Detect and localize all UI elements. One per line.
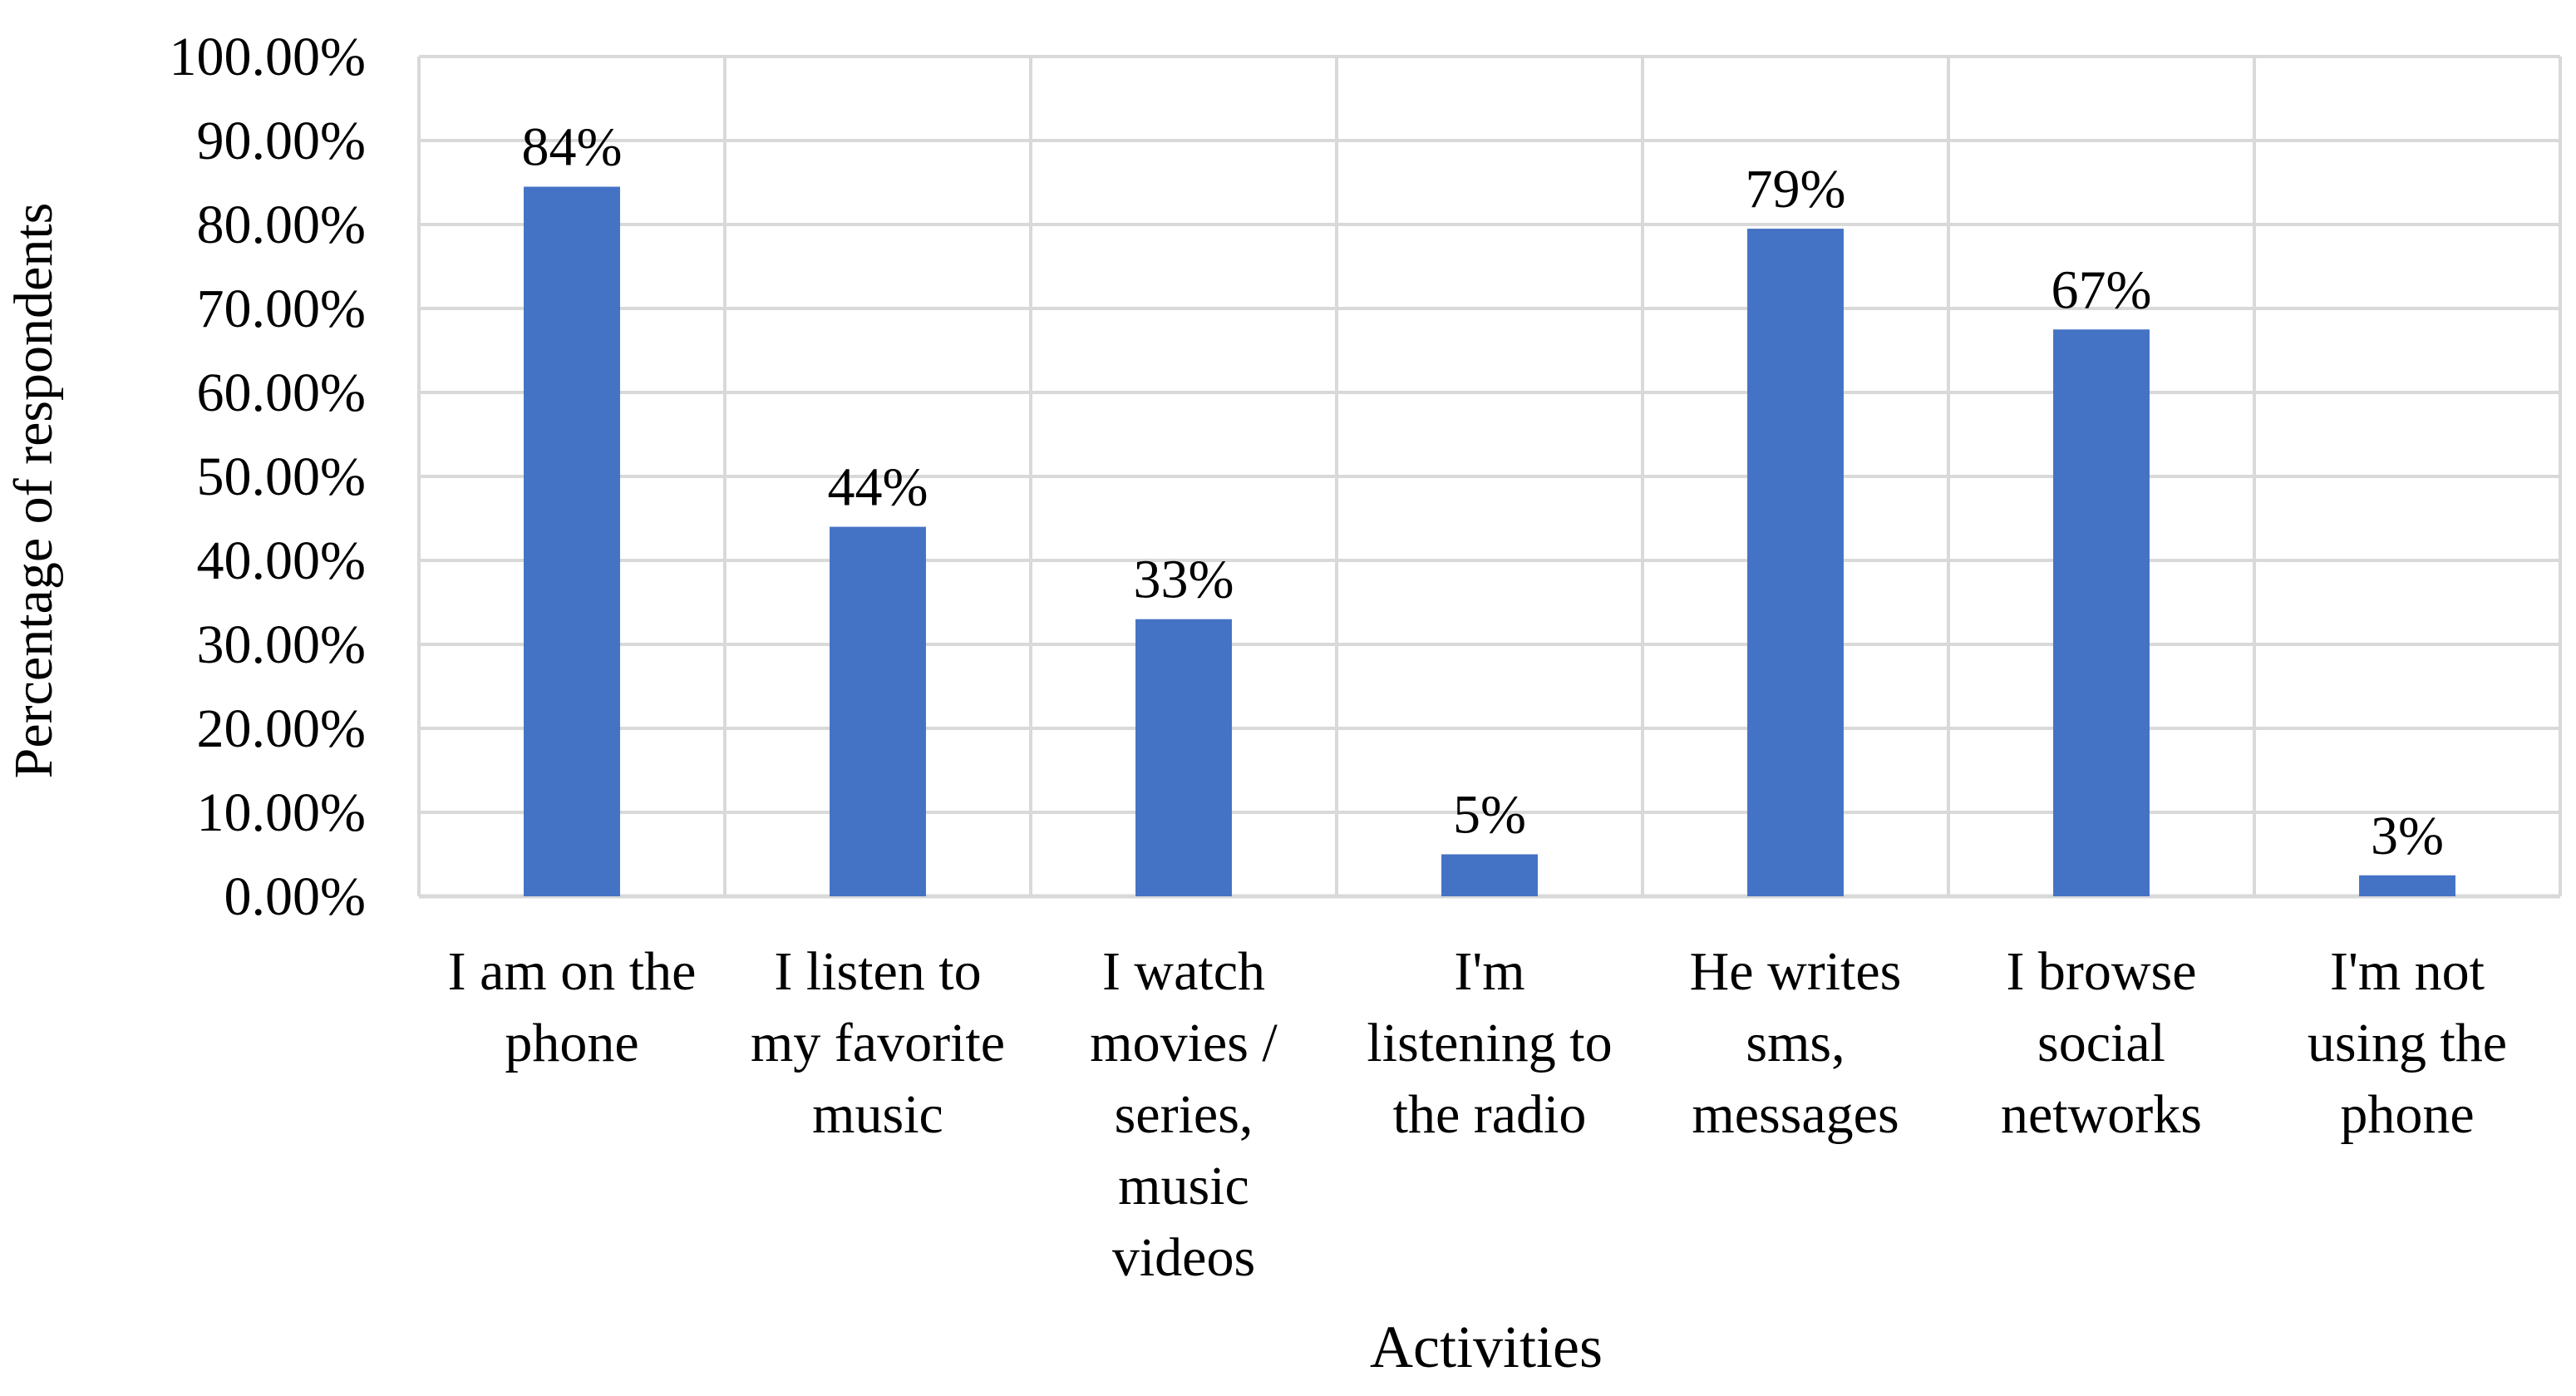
x-tick-label: music bbox=[812, 1084, 943, 1145]
x-tick-label: I'm bbox=[1454, 941, 1524, 1002]
x-tick-label: networks bbox=[2001, 1084, 2202, 1145]
y-axis-title: Percentage of respondents bbox=[3, 203, 64, 779]
x-tick-label: messages bbox=[1692, 1084, 1899, 1145]
bar bbox=[1747, 229, 1844, 896]
data-label: 79% bbox=[1746, 159, 1846, 220]
y-tick-label: 40.00% bbox=[197, 530, 366, 591]
x-tick-label: phone bbox=[505, 1013, 638, 1073]
x-tick-label: movies / bbox=[1090, 1013, 1278, 1073]
y-tick-label: 10.00% bbox=[197, 782, 366, 843]
x-tick-label: music bbox=[1118, 1156, 1249, 1216]
x-tick-label: phone bbox=[2340, 1084, 2474, 1145]
y-tick-label: 0.00% bbox=[224, 866, 366, 927]
y-tick-label: 60.00% bbox=[197, 363, 366, 423]
y-tick-label: 20.00% bbox=[197, 698, 366, 759]
bars bbox=[524, 186, 2455, 897]
data-label: 67% bbox=[2051, 259, 2152, 320]
x-tick-label: the radio bbox=[1393, 1084, 1587, 1145]
x-tick-label: series, bbox=[1115, 1084, 1254, 1145]
x-tick-label: my favorite bbox=[751, 1013, 1005, 1073]
data-label: 84% bbox=[522, 117, 623, 178]
x-tick-label: listening to bbox=[1367, 1013, 1612, 1073]
y-tick-label: 90.00% bbox=[197, 111, 366, 171]
x-tick-label: using the bbox=[2308, 1013, 2507, 1073]
x-tick-label: He writes bbox=[1690, 941, 1902, 1002]
data-labels: 84% 44% 33% 5% 79% 67% 3% bbox=[522, 117, 2444, 866]
bar bbox=[1135, 619, 1232, 896]
x-tick-label: I browse bbox=[2006, 941, 2196, 1002]
x-tick-label: I am on the bbox=[448, 941, 697, 1002]
data-label: 3% bbox=[2371, 806, 2444, 866]
x-tick-label: I listen to bbox=[774, 941, 981, 1002]
x-tick-labels: I am on the phone I listen to my favorite mu… bbox=[448, 941, 2507, 1288]
y-tick-labels: 0.00% 10.00% 20.00% 30.00% 40.00% 50.00% 60.00… bbox=[170, 27, 366, 927]
bar bbox=[830, 526, 926, 896]
bar bbox=[1441, 854, 1538, 896]
y-tick-label: 30.00% bbox=[197, 614, 366, 675]
data-label: 44% bbox=[828, 457, 928, 518]
x-tick-label: I'm not bbox=[2330, 941, 2485, 1002]
gridlines bbox=[417, 55, 2562, 898]
y-tick-label: 100.00% bbox=[170, 27, 366, 87]
x-tick-label: sms, bbox=[1746, 1013, 1845, 1073]
y-tick-label: 70.00% bbox=[197, 279, 366, 339]
data-label: 33% bbox=[1134, 550, 1234, 610]
x-tick-label: videos bbox=[1112, 1227, 1255, 1288]
y-tick-label: 80.00% bbox=[197, 195, 366, 255]
y-tick-label: 50.00% bbox=[197, 446, 366, 507]
bar bbox=[2053, 329, 2150, 896]
bar bbox=[2359, 875, 2455, 896]
x-axis-title: Activities bbox=[1370, 1314, 1603, 1380]
x-tick-label: social bbox=[2037, 1013, 2165, 1073]
x-tick-label: I watch bbox=[1102, 941, 1265, 1002]
data-label: 5% bbox=[1453, 785, 1526, 846]
bar bbox=[524, 186, 620, 897]
